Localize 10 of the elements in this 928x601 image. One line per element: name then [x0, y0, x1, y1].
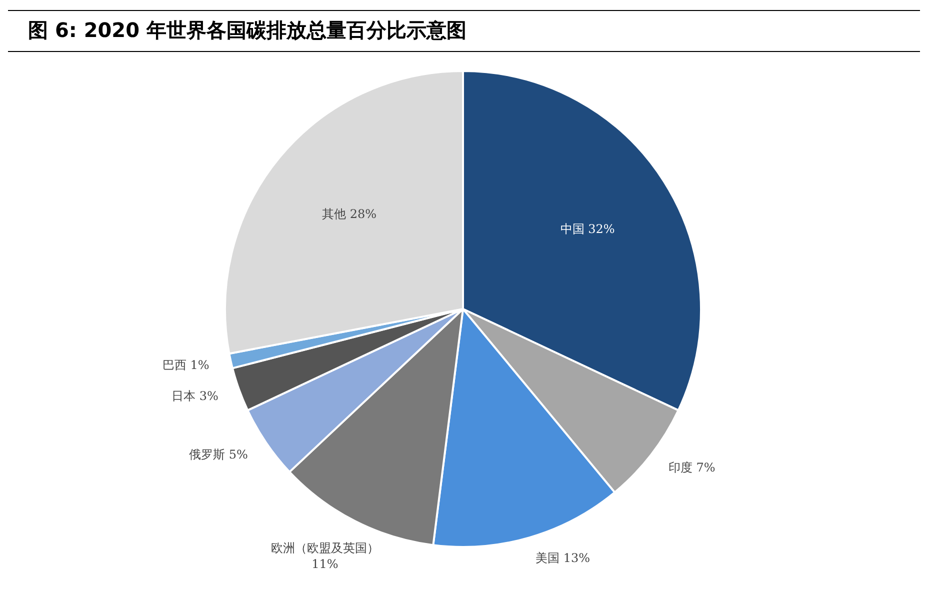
slice-label: 日本 3% [172, 389, 218, 404]
slice-label: 俄罗斯 5% [189, 447, 248, 462]
data-label: 11% [312, 556, 338, 571]
chart-title: 图 6: 2020 年世界各国碳排放总量百分比示意图 [8, 10, 920, 52]
slice-label: 美国 13% [536, 550, 590, 565]
slice-label: 欧洲（欧盟及英国） [270, 540, 379, 555]
slice-label: 印度 7% [668, 460, 716, 474]
slice-label: 其他 28% [322, 207, 377, 222]
slice-label: 中国 32% [560, 222, 615, 236]
slice-label: 巴西 1% [162, 358, 210, 372]
